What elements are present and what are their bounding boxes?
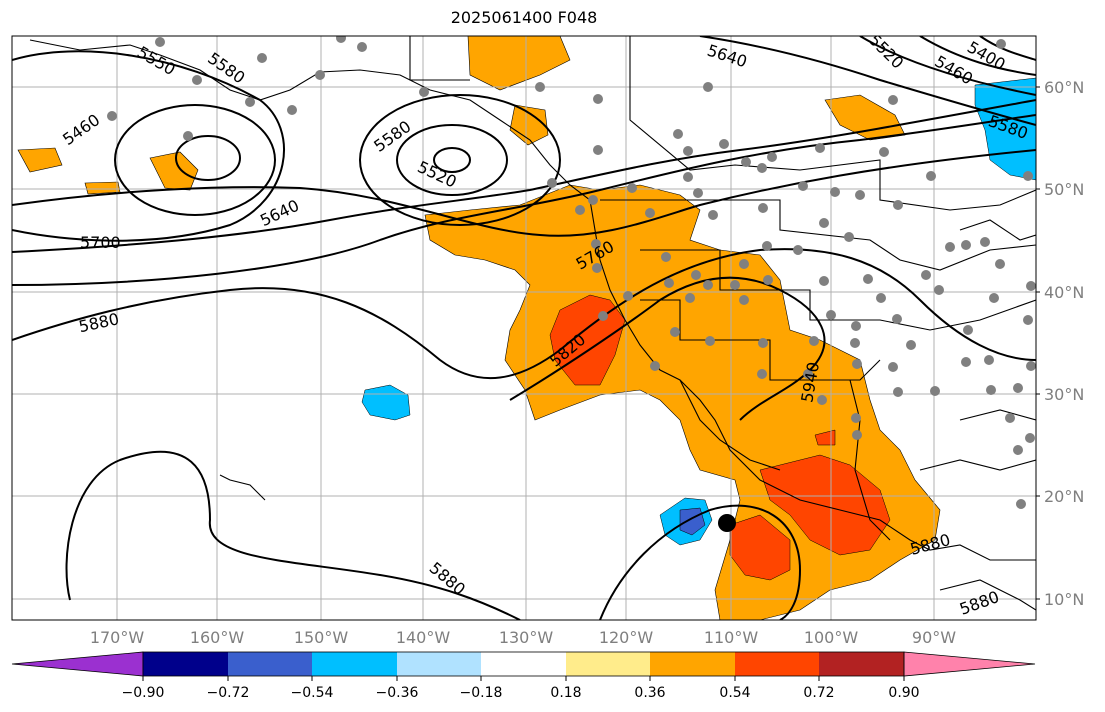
colorbar-tick-label: 0.72 xyxy=(803,685,834,701)
anomaly-area-orange xyxy=(17,147,63,173)
colorbar-segment xyxy=(397,652,481,676)
map-panel: 5550 5580 5460 5580 5520 5640 5520 5460 … xyxy=(12,36,1036,620)
colorbar-segment xyxy=(143,652,228,676)
colorbar-segment xyxy=(566,652,650,676)
colorbar: −0.90 −0.72 −0.54 −0.36 −0.18 0.18 0.36 … xyxy=(11,651,1036,701)
latitude-label: 20°N xyxy=(1044,487,1084,506)
contour-label: 5700 xyxy=(80,233,121,252)
anomaly-area-orange xyxy=(84,181,121,195)
longitude-label: 120°W xyxy=(599,628,654,647)
colorbar-low-extension xyxy=(11,651,144,677)
map-frame xyxy=(11,35,1037,621)
latitude-label: 50°N xyxy=(1044,180,1084,199)
longitude-label: 150°W xyxy=(294,628,349,647)
colorbar-tick-label: 0.36 xyxy=(634,685,665,701)
longitude-label: 160°W xyxy=(190,628,245,647)
anomaly-area-orange xyxy=(509,104,549,146)
map-title: 2025061400 F048 xyxy=(450,8,598,27)
anomaly-area-orange xyxy=(149,151,199,191)
longitude-label: 100°W xyxy=(804,628,859,647)
colorbar-tick-label: −0.36 xyxy=(376,685,419,701)
colorbar-high-extension xyxy=(903,651,1036,677)
colorbar-tick-label: −0.54 xyxy=(291,685,334,701)
latitude-label: 30°N xyxy=(1044,385,1084,404)
anomaly-area-red xyxy=(814,429,836,446)
longitude-label: 130°W xyxy=(499,628,554,647)
colorbar-tick-label: 0.54 xyxy=(719,685,750,701)
colorbar-tick-label: 0.90 xyxy=(888,685,919,701)
height-contours xyxy=(12,36,1036,620)
colorbar-segment xyxy=(312,652,397,676)
storm-marker xyxy=(718,514,736,532)
colorbar-ticks xyxy=(142,676,905,681)
colorbar-segment xyxy=(819,652,904,676)
longitude-labels: 170°W 160°W 150°W 140°W 130°W 120°W 110°… xyxy=(90,628,956,647)
colorbar-segment xyxy=(650,652,735,676)
station-markers xyxy=(107,36,1036,509)
latitude-label: 40°N xyxy=(1044,283,1084,302)
colorbar-tick-label: −0.72 xyxy=(207,685,250,701)
graticule xyxy=(12,36,1036,620)
longitude-label: 170°W xyxy=(90,628,145,647)
latitude-label: 10°N xyxy=(1044,590,1084,609)
colorbar-segment xyxy=(735,652,819,676)
colorbar-segment xyxy=(481,652,566,676)
colorbar-tick-label: 0.18 xyxy=(550,685,581,701)
anomaly-area-red xyxy=(729,514,791,581)
longitude-label: 90°W xyxy=(912,628,956,647)
longitude-label: 110°W xyxy=(704,628,759,647)
colorbar-tick-label: −0.18 xyxy=(460,685,503,701)
latitude-label: 60°N xyxy=(1044,78,1084,97)
colorbar-segment xyxy=(228,652,312,676)
latitude-labels: 60°N 50°N 40°N 30°N 20°N 10°N xyxy=(1036,78,1084,609)
longitude-label: 140°W xyxy=(396,628,451,647)
anomaly-area-orange xyxy=(467,36,571,91)
colorbar-tick-label: −0.90 xyxy=(122,685,165,701)
